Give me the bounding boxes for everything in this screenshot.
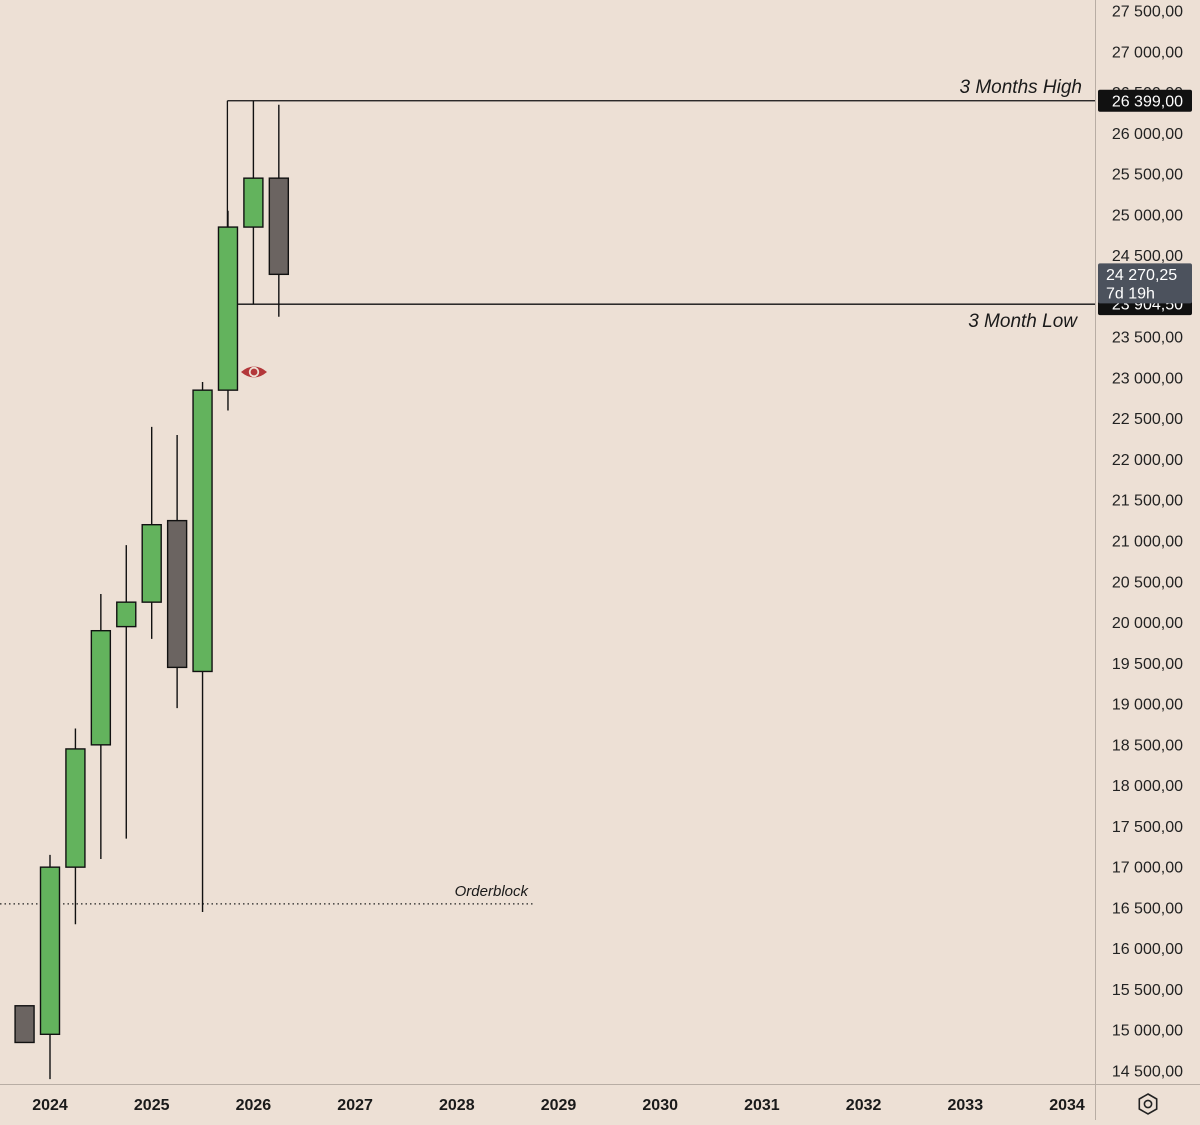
candle-body [141, 523, 162, 603]
y-tick-label: 15 500,00 [1112, 982, 1183, 999]
y-tick-label: 14 500,00 [1112, 1064, 1183, 1081]
candle[interactable] [141, 426, 162, 639]
candle-body [192, 389, 213, 673]
candle-body [268, 177, 290, 276]
candles-layer [14, 100, 290, 1080]
candle[interactable] [14, 1005, 35, 1044]
current-price-tag: 24 270,25 [1106, 267, 1177, 284]
candle-body [14, 1005, 35, 1044]
y-tick-label: 15 000,00 [1112, 1023, 1183, 1040]
current-price-tag-bg [1098, 263, 1192, 304]
candle[interactable] [268, 104, 290, 317]
candle-body [65, 748, 86, 868]
y-tick-label: 16 500,00 [1112, 900, 1183, 917]
levels-layer: 3 Months High 3 Month Low Orderblock [0, 77, 1095, 905]
y-tick-label: 27 500,00 [1112, 4, 1183, 21]
candle[interactable] [39, 854, 61, 1080]
x-tick-label: 2029 [541, 1097, 577, 1114]
candle-body [217, 226, 239, 391]
x-tick-label: 2030 [642, 1097, 678, 1114]
three-month-low-label: 3 Month Low [968, 311, 1078, 332]
y-tick-label: 22 000,00 [1112, 452, 1183, 469]
candle[interactable] [217, 210, 239, 411]
y-tick-label: 24 500,00 [1112, 248, 1183, 265]
y-tick-label: 17 000,00 [1112, 860, 1183, 877]
y-tick-label: 22 500,00 [1112, 411, 1183, 428]
candle[interactable] [166, 435, 188, 709]
high-price-tag-bg [1098, 89, 1192, 112]
y-tick-label: 18 500,00 [1112, 737, 1183, 754]
candle-body [166, 519, 188, 669]
candle[interactable] [65, 728, 86, 925]
y-tick-label: 25 500,00 [1112, 167, 1183, 184]
time-axis[interactable]: 2024 2025 2026 2027 2028 2029 2030 2031 2032 2033… [0, 1084, 1200, 1115]
x-tick-label: 2032 [846, 1097, 882, 1114]
y-tick-label: 19 000,00 [1112, 697, 1183, 714]
three-months-high-label: 3 Months High [959, 77, 1082, 98]
y-tick-label: 20 000,00 [1112, 615, 1183, 632]
y-tick-label: 17 500,00 [1112, 819, 1183, 836]
x-tick-label: 2034 [1049, 1097, 1085, 1114]
candle[interactable] [192, 382, 213, 912]
y-tick-label: 21 000,00 [1112, 534, 1183, 551]
candle[interactable] [116, 545, 137, 839]
eye-icon[interactable] [241, 366, 267, 378]
candle-body [39, 866, 61, 1036]
candle[interactable] [90, 594, 112, 859]
candle-body [90, 629, 112, 746]
orderblock-label: Orderblock [455, 883, 530, 900]
candle-body [243, 177, 264, 228]
y-tick-label: 25 000,00 [1112, 207, 1183, 224]
y-tick-label: 18 000,00 [1112, 778, 1183, 795]
candle-body [116, 601, 137, 628]
x-tick-label: 2024 [32, 1097, 68, 1114]
y-tick-label: 23 500,00 [1112, 330, 1183, 347]
candle[interactable] [243, 100, 264, 305]
x-tick-label: 2026 [236, 1097, 272, 1114]
x-tick-label: 2027 [337, 1097, 373, 1114]
y-tick-label: 20 500,00 [1112, 574, 1183, 591]
y-tick-label: 23 000,00 [1112, 370, 1183, 387]
high-price-tag: 26 399,00 [1112, 93, 1183, 110]
x-tick-label: 2033 [948, 1097, 984, 1114]
candle-countdown: 7d 19h [1106, 285, 1155, 302]
y-tick-label: 27 000,00 [1112, 44, 1183, 61]
x-tick-label: 2028 [439, 1097, 475, 1114]
y-tick-label: 21 500,00 [1112, 493, 1183, 510]
x-tick-label: 2031 [744, 1097, 780, 1114]
y-tick-label: 26 000,00 [1112, 126, 1183, 143]
gear-icon[interactable] [1138, 1093, 1158, 1115]
y-tick-label: 16 000,00 [1112, 941, 1183, 958]
y-tick-label: 19 500,00 [1112, 656, 1183, 673]
x-tick-label: 2025 [134, 1097, 170, 1114]
